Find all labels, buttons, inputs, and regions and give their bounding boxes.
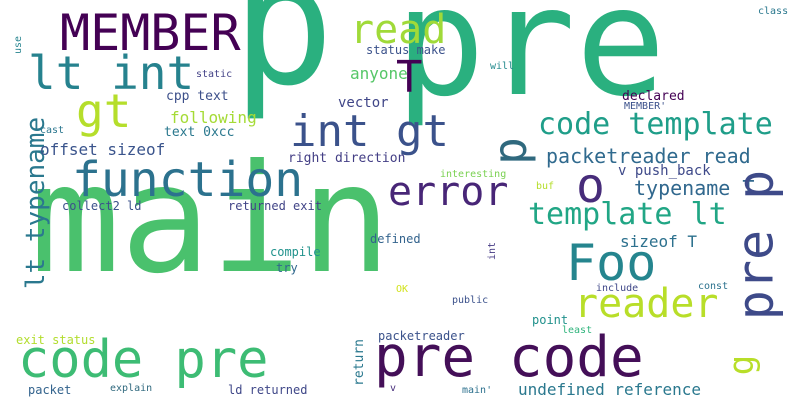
- cloud-word: typename T: [634, 176, 755, 200]
- cloud-word: anyone: [350, 64, 408, 83]
- cloud-word: pre p: [726, 169, 785, 321]
- cloud-word: code pre: [18, 330, 269, 390]
- cloud-word: cast: [40, 125, 65, 136]
- cloud-word: status make: [366, 43, 446, 57]
- cloud-word: read: [350, 7, 447, 53]
- cloud-word: v: [390, 383, 397, 394]
- cloud-word: pre code: [374, 325, 644, 390]
- cloud-word: lt int: [28, 46, 195, 100]
- cloud-word: ld returned: [228, 383, 308, 397]
- cloud-word: reader: [574, 281, 719, 327]
- cloud-word: template lt: [528, 197, 727, 232]
- cloud-word: following: [170, 108, 257, 127]
- cloud-word: class: [758, 6, 789, 17]
- cloud-word: compile: [270, 245, 321, 259]
- cloud-word: main: [30, 133, 392, 307]
- cloud-word: return: [351, 339, 367, 386]
- cloud-word: will: [490, 61, 515, 72]
- cloud-word: p: [232, 0, 335, 124]
- cloud-word: gt: [76, 84, 132, 138]
- cloud-word: MEMBER': [624, 101, 667, 112]
- cloud-word: pre: [395, 0, 666, 130]
- cloud-word: defined: [370, 232, 421, 246]
- cloud-word: packetreader: [378, 329, 465, 343]
- cloud-word: returned exit: [228, 199, 322, 213]
- cloud-word: declared: [622, 89, 685, 104]
- cloud-word: offset sizeof: [40, 140, 166, 159]
- cloud-word: include: [596, 283, 639, 294]
- cloud-word: const: [698, 281, 729, 292]
- cloud-word: static: [196, 69, 233, 80]
- cloud-word: vector: [338, 95, 389, 111]
- cloud-word: buf: [536, 181, 555, 192]
- cloud-word: public: [452, 295, 489, 306]
- cloud-word: point: [532, 313, 569, 327]
- cloud-word: Foo: [566, 234, 657, 292]
- cloud-word: text 0xcc: [164, 125, 235, 140]
- cloud-word: int gt: [290, 106, 449, 157]
- cloud-word: right direction: [288, 151, 406, 166]
- cloud-word: p: [482, 137, 537, 165]
- cloud-word: sizeof T: [620, 232, 698, 251]
- cloud-word: collect2 ld: [62, 199, 142, 213]
- cloud-word: T: [396, 52, 423, 103]
- cloud-word: error: [388, 169, 509, 215]
- cloud-word: MEMBER: [60, 4, 241, 62]
- cloud-word: undefined reference: [518, 380, 702, 399]
- cloud-word: function: [72, 152, 304, 208]
- cloud-word: code template: [538, 107, 773, 142]
- cloud-word: explain: [110, 383, 153, 394]
- cloud-word: main': [462, 385, 493, 396]
- cloud-word: o: [576, 158, 605, 214]
- cloud-word: int: [487, 241, 499, 261]
- cloud-word: try: [276, 261, 298, 275]
- cloud-word: least: [562, 325, 593, 336]
- cloud-word: exit status: [16, 333, 96, 347]
- cloud-word: use: [13, 35, 25, 55]
- cloud-word: cpp text: [166, 89, 229, 104]
- cloud-word: OK: [396, 284, 409, 295]
- cloud-word: interesting: [440, 169, 507, 180]
- cloud-word: g: [722, 354, 763, 376]
- cloud-word: packet: [28, 383, 72, 397]
- cloud-word: packetreader read: [546, 144, 751, 168]
- cloud-word: v push_back: [618, 163, 711, 179]
